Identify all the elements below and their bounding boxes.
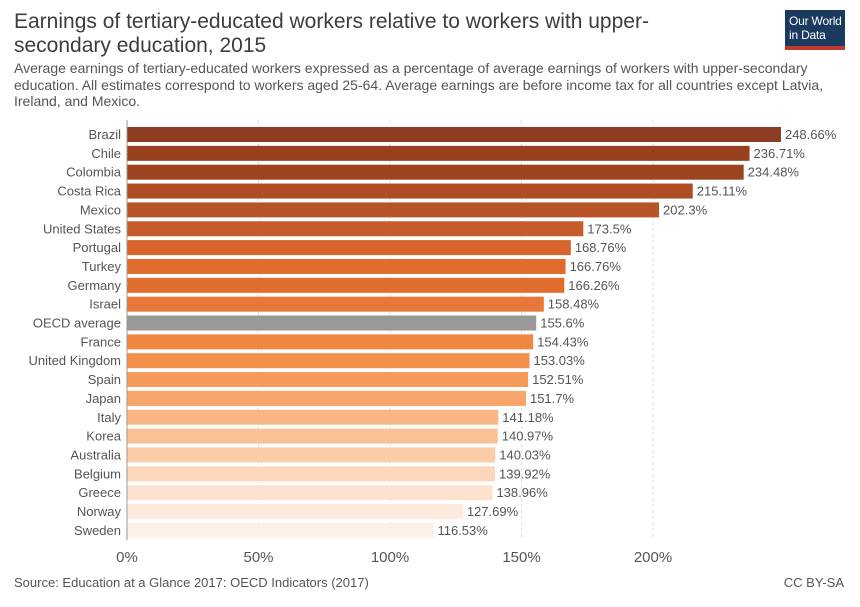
bar-france [127, 334, 534, 350]
chart-title: Earnings of tertiary-educated workers re… [14, 10, 649, 57]
x-tick-label: 0% [116, 549, 138, 566]
bar-portugal [127, 240, 571, 256]
x-tick-label: 50% [243, 549, 273, 566]
category-label: Costa Rica [57, 184, 121, 199]
value-label: 155.6% [540, 316, 585, 331]
logo-line-2: in Data [789, 28, 826, 42]
x-tick-label: 150% [502, 549, 540, 566]
bar-israel [127, 296, 544, 312]
value-label: 154.43% [537, 334, 589, 349]
category-label: OECD average [33, 316, 121, 331]
category-label: Korea [86, 429, 121, 444]
value-label: 234.48% [748, 165, 800, 180]
value-label: 140.97% [502, 429, 554, 444]
value-label: 153.03% [533, 353, 585, 368]
category-label: Japan [86, 391, 121, 406]
bar-norway [127, 504, 463, 519]
category-label: Belgium [74, 466, 121, 481]
logo-line-1: Our World [789, 14, 842, 28]
value-label: 166.26% [568, 278, 620, 293]
bar-united-states [127, 221, 584, 237]
value-label: 166.76% [570, 259, 622, 274]
value-label: 140.03% [499, 447, 551, 462]
x-tick-label: 100% [371, 549, 409, 566]
bar-greece [127, 485, 493, 501]
bar-colombia [127, 164, 744, 180]
value-label: 173.5% [587, 221, 632, 236]
bar-turkey [127, 258, 566, 274]
category-label: Italy [97, 410, 121, 425]
category-label: Norway [77, 504, 122, 519]
chart-subtitle: Average earnings of tertiary-educated wo… [14, 60, 824, 109]
category-label: Brazil [88, 127, 121, 142]
category-label: Portugal [73, 240, 122, 255]
value-label: 116.53% [437, 523, 488, 538]
value-label: 158.48% [548, 297, 600, 312]
bar-mexico [127, 202, 660, 218]
category-label: Germany [68, 278, 122, 293]
category-label: Chile [91, 146, 121, 161]
bar-germany [127, 277, 565, 293]
bar-italy [127, 409, 499, 425]
value-label: 202.3% [663, 202, 708, 217]
category-label: Mexico [80, 202, 121, 217]
value-label: 141.18% [502, 410, 554, 425]
category-label: Turkey [82, 259, 122, 274]
bar-oecd-average [127, 315, 537, 331]
category-label: Israel [89, 297, 121, 312]
value-label: 151.7% [530, 391, 575, 406]
bar-brazil [127, 127, 781, 142]
x-tick-label: 200% [634, 549, 672, 566]
bar-belgium [127, 466, 495, 482]
value-label: 168.76% [575, 240, 627, 255]
category-label: Greece [78, 485, 121, 500]
value-label: 139.92% [499, 466, 551, 481]
owid-logo[interactable]: Our World in Data [785, 10, 845, 50]
category-label: United States [43, 221, 122, 236]
bar-costa-rica [127, 183, 693, 199]
value-label: 127.69% [467, 504, 519, 519]
value-label: 152.51% [532, 372, 584, 387]
value-label: 248.66% [785, 127, 837, 142]
bar-sweden [127, 522, 434, 538]
bar-japan [127, 390, 526, 406]
bar-australia [127, 447, 496, 463]
license-link[interactable]: CC BY-SA [783, 575, 844, 590]
category-label: United Kingdom [29, 353, 122, 368]
value-label: 138.96% [496, 485, 548, 500]
bar-spain [127, 372, 529, 388]
bar-chile [127, 145, 750, 161]
value-label: 215.11% [697, 184, 748, 199]
category-label: Sweden [74, 523, 121, 538]
source-note[interactable]: Source: Education at a Glance 2017: OECD… [14, 575, 369, 590]
bar-korea [127, 428, 498, 444]
value-label: 236.71% [754, 146, 806, 161]
category-label: Spain [88, 372, 121, 387]
bar-united-kingdom [127, 353, 530, 369]
category-label: Colombia [66, 165, 122, 180]
category-label: France [81, 334, 121, 349]
category-label: Australia [70, 447, 121, 462]
